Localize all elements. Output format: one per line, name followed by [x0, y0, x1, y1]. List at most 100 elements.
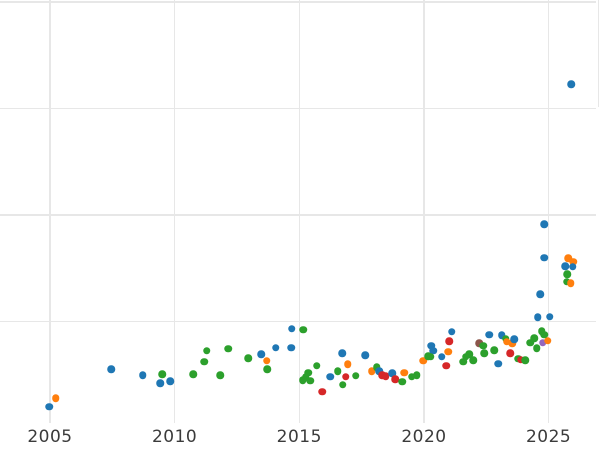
vertical-gridline-2010 [173, 0, 176, 423]
horizontal-gridline [0, 214, 596, 216]
scatter-point [561, 262, 569, 270]
scatter-point [429, 346, 437, 355]
scatter-point [480, 349, 488, 358]
x-tick-label: 2020 [401, 427, 447, 447]
scatter-point [532, 344, 541, 353]
scatter-point [381, 372, 390, 381]
scatter-point [510, 335, 518, 343]
scatter-point [351, 371, 360, 380]
scatter-point [326, 372, 334, 381]
scatter-point [156, 379, 164, 388]
scatter-point [45, 402, 54, 411]
scatter-point [437, 352, 446, 361]
scatter-point [426, 352, 435, 361]
scatter-point [271, 343, 280, 352]
scatter-point [545, 312, 554, 321]
scatter-point [301, 373, 310, 381]
scatter-point [461, 352, 470, 361]
scatter-point [567, 80, 575, 89]
vertical-gridline-2020 [423, 0, 425, 423]
scatter-point [333, 367, 342, 375]
x-tick-label: 2025 [525, 427, 572, 447]
scatter-point [166, 377, 174, 385]
scatter-point [398, 377, 406, 386]
scatter-point [407, 372, 416, 381]
vertical-gridline-2005 [49, 0, 51, 423]
scatter-point [485, 330, 494, 339]
scatter-point [502, 337, 511, 346]
x-tick-label: 2005 [27, 427, 73, 447]
scatter-point [490, 346, 498, 354]
scatter-point [338, 380, 347, 389]
scatter-point [107, 365, 115, 374]
scatter-point [479, 341, 488, 350]
scatter-point [530, 334, 539, 343]
scatter-point [287, 324, 296, 333]
scatter-point [506, 349, 514, 358]
scatter-point [526, 338, 534, 347]
scatter-point [216, 371, 224, 379]
scatter-point [459, 357, 468, 366]
scatter-point [312, 361, 321, 370]
x-tick-label: 2015 [276, 427, 322, 447]
scatter-point [444, 347, 453, 356]
scatter-point [388, 369, 397, 378]
scatter-point [341, 372, 350, 381]
scatter-point [536, 290, 544, 299]
horizontal-gridline [0, 107, 596, 110]
right-edge-gridline [597, 0, 600, 107]
scatter-point [563, 270, 572, 279]
scatter-point [475, 339, 484, 348]
scatter-point [158, 370, 167, 378]
scatter-point [419, 356, 428, 365]
scatter-point [494, 359, 502, 368]
scatter-point [442, 361, 450, 370]
horizontal-gridline [0, 320, 596, 323]
scatter-point [375, 367, 383, 376]
vertical-gridline-2015 [298, 0, 300, 423]
scatter-point [465, 350, 474, 359]
scatter-point [189, 370, 198, 378]
scatter-point [538, 338, 547, 347]
scatter-point [521, 356, 529, 364]
scatter-point [445, 337, 454, 345]
scatter-point [569, 257, 578, 266]
vertical-gridline-2025 [547, 0, 550, 423]
scatter-point [306, 376, 314, 385]
scatter-point [391, 375, 399, 383]
scatter-point [299, 325, 308, 334]
scatter-point [361, 351, 369, 359]
scatter-point [562, 277, 571, 286]
scatter-point [533, 313, 542, 321]
scatter-point [200, 357, 208, 366]
scatter-point [372, 363, 381, 372]
scatter-point [508, 339, 516, 347]
scatter-point [257, 350, 265, 359]
scatter-point [287, 343, 295, 352]
scatter-point [497, 331, 506, 339]
scatter-point [412, 371, 421, 379]
scatter-point [427, 341, 435, 350]
scatter-point [138, 371, 147, 379]
scatter-point [224, 344, 233, 353]
scatter-point [318, 387, 327, 396]
scatter-point [262, 356, 271, 365]
horizontal-gridline [0, 1, 596, 3]
scatter-point [51, 394, 60, 402]
scatter-point [338, 349, 347, 358]
scatter-point [343, 360, 352, 368]
scatter-point [367, 367, 376, 376]
scatter-point [564, 254, 573, 262]
scatter-point [540, 220, 549, 228]
scatter-point [447, 327, 456, 336]
scatter-point [469, 356, 478, 364]
scatter-point [568, 262, 577, 271]
scatter-point [304, 368, 312, 377]
scatter-point [244, 354, 252, 363]
scatter-point [516, 355, 525, 364]
scatter-point [263, 365, 272, 374]
scatter-point [540, 330, 549, 339]
scatter-point [202, 346, 211, 355]
scatter-point [540, 253, 549, 262]
